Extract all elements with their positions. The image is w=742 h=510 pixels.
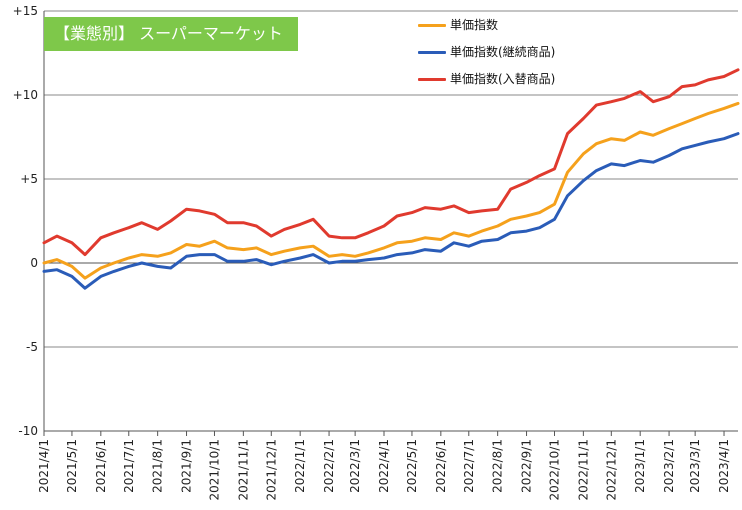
x-tick-label: 2021/6/1: [94, 439, 108, 493]
x-tick-label: 2022/2/1: [322, 439, 336, 493]
x-tick-label: 2021/8/1: [151, 439, 165, 493]
x-tick-label: 2023/1/1: [633, 439, 647, 493]
y-tick-label: -10: [18, 424, 38, 438]
x-tick-label: 2023/4/1: [717, 439, 731, 493]
chart-title: 【業態別】 スーパーマーケット: [44, 17, 298, 51]
x-tick-label: 2021/10/1: [207, 439, 221, 501]
y-tick-label: -5: [26, 340, 38, 354]
x-axis-ticks: 2021/4/1 2021/5/1 2021/6/1 2021/7/1 2021/8/1…: [37, 431, 731, 501]
series-lines: [42, 68, 740, 290]
y-tick-label: 0: [30, 256, 38, 270]
legend: 単価指数 単価指数(継続商品) 単価指数(入替商品): [418, 12, 555, 93]
series-line-continuing: [42, 132, 740, 290]
legend-swatch-unit-price: [418, 24, 446, 27]
x-tick-label: 2022/3/1: [348, 439, 362, 493]
legend-swatch-replacement: [418, 78, 446, 81]
x-tick-label: 2023/2/1: [662, 439, 676, 493]
x-tick-label: 2021/7/1: [122, 439, 136, 493]
series-line-replacement: [42, 68, 740, 257]
x-tick-label: 2021/11/1: [236, 439, 250, 501]
x-tick-label: 2022/11/1: [576, 439, 590, 501]
x-tick-label: 2022/12/1: [604, 439, 618, 501]
x-tick-label: 2021/4/1: [37, 439, 51, 493]
axes: [43, 11, 738, 432]
y-tick-label: +5: [20, 172, 38, 186]
x-tick-label: 2022/6/1: [434, 439, 448, 493]
legend-label-continuing: 単価指数(継続商品): [450, 45, 556, 59]
x-tick-label: 2022/10/1: [547, 439, 561, 501]
legend-label-unit-price: 単価指数: [450, 18, 499, 32]
x-tick-label: 2021/12/1: [264, 439, 278, 501]
x-tick-label: 2022/7/1: [462, 439, 476, 493]
y-axis-ticks: +15 +10 +5 0 -5 -10: [13, 4, 38, 438]
x-tick-label: 2022/4/1: [377, 439, 391, 493]
y-tick-label: +10: [13, 88, 38, 102]
y-tick-label: +15: [13, 4, 38, 18]
series-line-unit-price: [42, 101, 740, 280]
legend-item-unit-price: 単価指数: [418, 12, 555, 39]
legend-label-replacement: 単価指数(入替商品): [450, 72, 556, 86]
x-tick-label: 2022/8/1: [491, 439, 505, 493]
legend-item-continuing: 単価指数(継続商品): [418, 39, 555, 66]
x-tick-label: 2021/5/1: [65, 439, 79, 493]
x-tick-label: 2022/9/1: [520, 439, 534, 493]
x-tick-label: 2022/1/1: [293, 439, 307, 493]
x-tick-label: 2022/5/1: [405, 439, 419, 493]
x-tick-label: 2021/9/1: [180, 439, 194, 493]
legend-swatch-continuing: [418, 51, 446, 54]
x-tick-label: 2023/3/1: [688, 439, 702, 493]
legend-item-replacement: 単価指数(入替商品): [418, 66, 555, 93]
